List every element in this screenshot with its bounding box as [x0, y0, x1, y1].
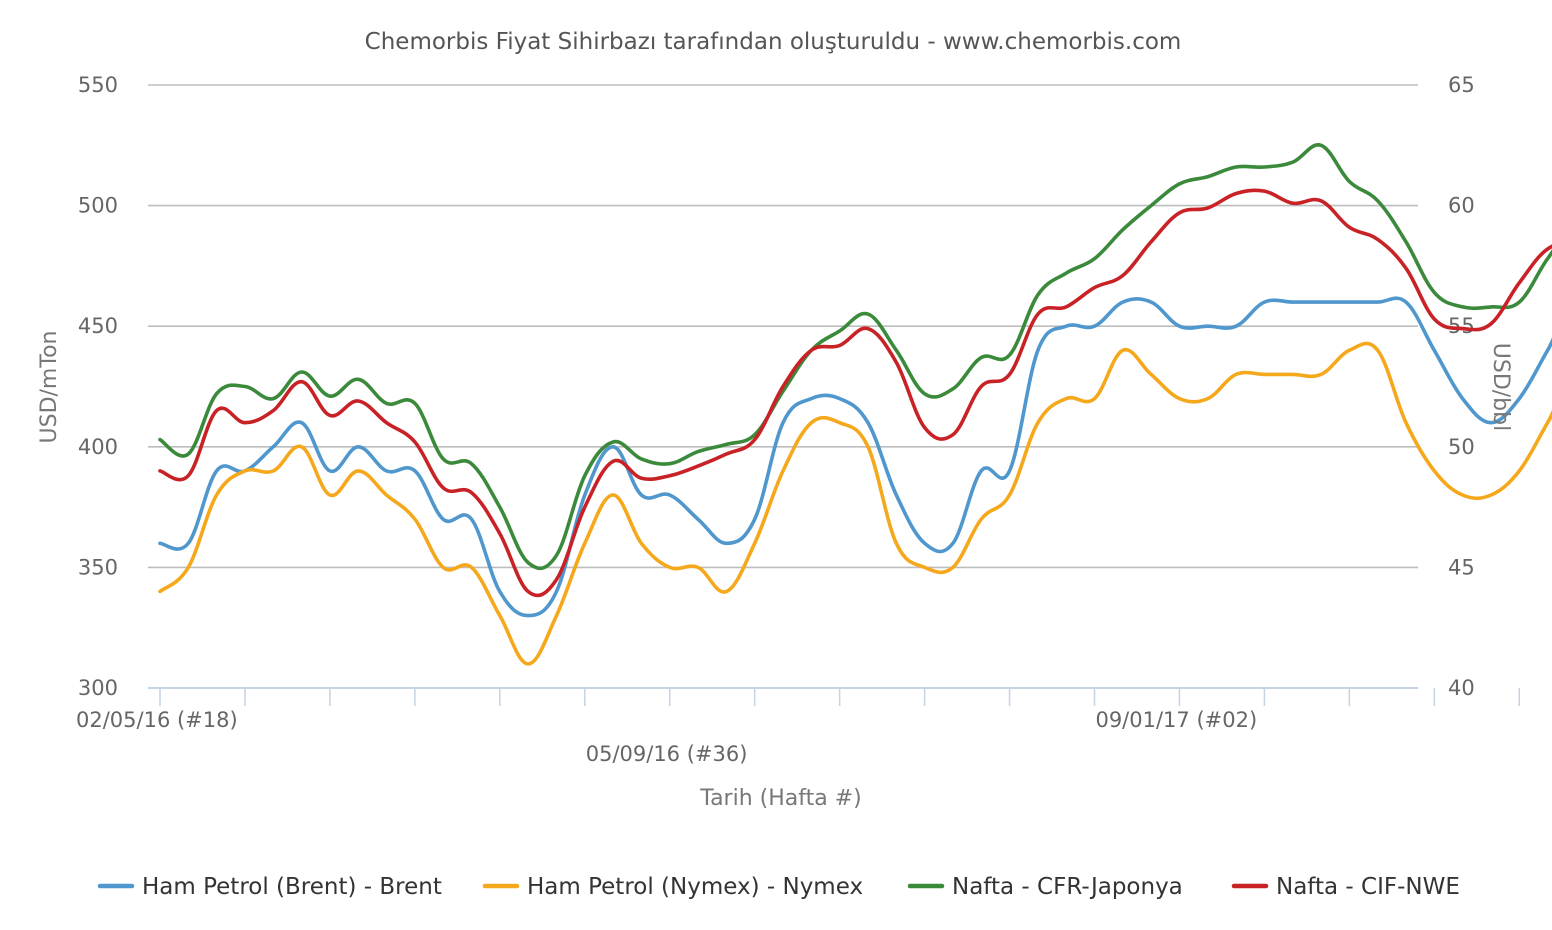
series-line-2 — [158, 341, 1552, 666]
y-tick-label-right: 50 — [1448, 435, 1475, 459]
legend-label: Nafta - CFR-Japonya — [952, 874, 1183, 900]
series-lines — [158, 143, 1552, 666]
x-axis: 02/05/16 (#18) 05/09/16 (#36) 09/01/17 (#0… — [76, 687, 1521, 766]
series-line-4 — [158, 188, 1552, 598]
y-tick-label-left: 450 — [78, 314, 118, 338]
y-tick-label-left: 300 — [78, 676, 118, 700]
y-axis-left: 300 350 400 450 500 550 — [78, 73, 118, 700]
y-tick-label-right: 55 — [1448, 314, 1475, 338]
y-axis-right: 40 45 50 55 60 65 — [1448, 73, 1475, 700]
chart-title: Chemorbis Fiyat Sihirbazı tarafından olu… — [365, 29, 1182, 55]
y-axis-left-title: USD/mTon — [37, 331, 62, 444]
legend-label: Ham Petrol (Nymex) - Nymex — [527, 874, 863, 900]
y-tick-label-left: 350 — [78, 555, 118, 579]
legend: Ham Petrol (Brent) - Brent Ham Petrol (Ny… — [97, 874, 1460, 900]
x-axis-title: Tarih (Hafta #) — [699, 786, 861, 811]
y-tick-label-right: 40 — [1448, 676, 1475, 700]
y-tick-label-right: 45 — [1448, 555, 1475, 579]
y-tick-label-right: 60 — [1448, 194, 1475, 218]
x-tick-label: 05/09/16 (#36) — [586, 742, 748, 766]
series-line-1 — [158, 296, 1552, 618]
legend-label: Nafta - CIF-NWE — [1276, 874, 1460, 900]
x-tick-label: 09/01/17 (#02) — [1095, 708, 1257, 732]
y-tick-label-left: 500 — [78, 194, 118, 218]
legend-label: Ham Petrol (Brent) - Brent — [142, 874, 442, 900]
y-axis-right-title: USD/bbl — [1488, 343, 1513, 431]
y-tick-label-right: 65 — [1448, 73, 1475, 97]
y-tick-label-left: 550 — [78, 73, 118, 97]
y-tick-label-left: 400 — [78, 435, 118, 459]
series-line-3 — [158, 143, 1552, 571]
x-tick-label: 02/05/16 (#18) — [76, 708, 238, 732]
